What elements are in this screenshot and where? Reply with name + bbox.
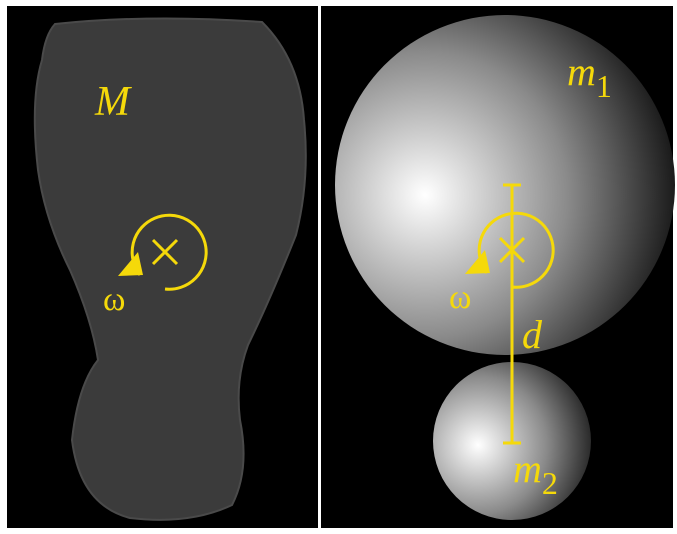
distance-line [477,183,555,445]
m1-sub: 1 [596,68,612,104]
mass-label: M [94,79,132,125]
omega-right: ω [449,279,471,316]
rotation-left [130,213,208,291]
m2-base: m [513,446,542,491]
arrowhead [118,252,143,276]
m1-base: m [567,49,596,94]
m2-label: m2 [513,446,558,501]
omega-left: ω [103,281,125,318]
distance-label: d [522,312,543,357]
m2-sub: 2 [542,465,558,501]
arrowhead [465,250,490,274]
asteroid [33,17,307,521]
m1-label: m1 [567,49,612,104]
